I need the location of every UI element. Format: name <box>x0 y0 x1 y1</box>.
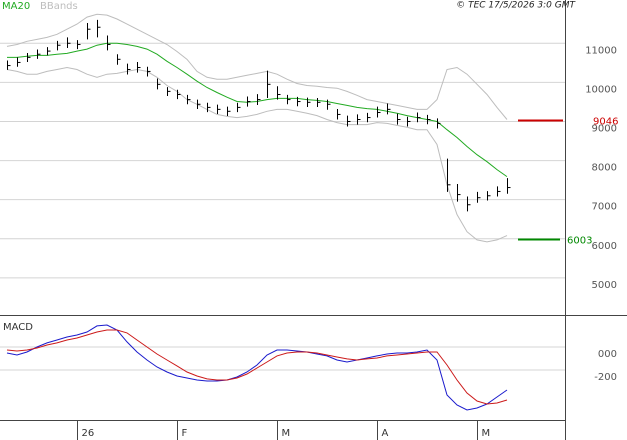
y-tick-label: 000 <box>598 349 617 360</box>
y-tick-label: -200 <box>594 372 617 383</box>
macd-line <box>6 324 508 411</box>
x-tick-label: M <box>482 428 491 439</box>
y-tick-label: 6000 <box>592 241 617 252</box>
panel-title: MACD <box>3 322 33 333</box>
y-tick-label: 10000 <box>585 84 617 95</box>
level-label: 9046 <box>593 117 618 128</box>
x-tick-label: 26 <box>82 428 95 439</box>
y-tick-label: 11000 <box>585 45 617 56</box>
x-tick-label: M <box>282 428 291 439</box>
macd-line <box>6 329 508 405</box>
y-tick-label: 9000 <box>592 123 617 134</box>
credit: © TEC 17/5/2026 3:0 GMT <box>456 1 576 11</box>
band-lower <box>6 66 508 243</box>
legend-entry: BBands <box>40 1 78 12</box>
band-upper <box>6 13 508 120</box>
level-label: 6003 <box>567 236 592 247</box>
y-tick-label: 8000 <box>592 163 617 174</box>
x-tick-label: A <box>382 428 389 439</box>
legend-entry: MA20 <box>2 1 30 12</box>
y-tick-label: 7000 <box>592 202 617 213</box>
x-tick-label: F <box>182 428 188 439</box>
y-tick-label: 5000 <box>592 280 617 291</box>
